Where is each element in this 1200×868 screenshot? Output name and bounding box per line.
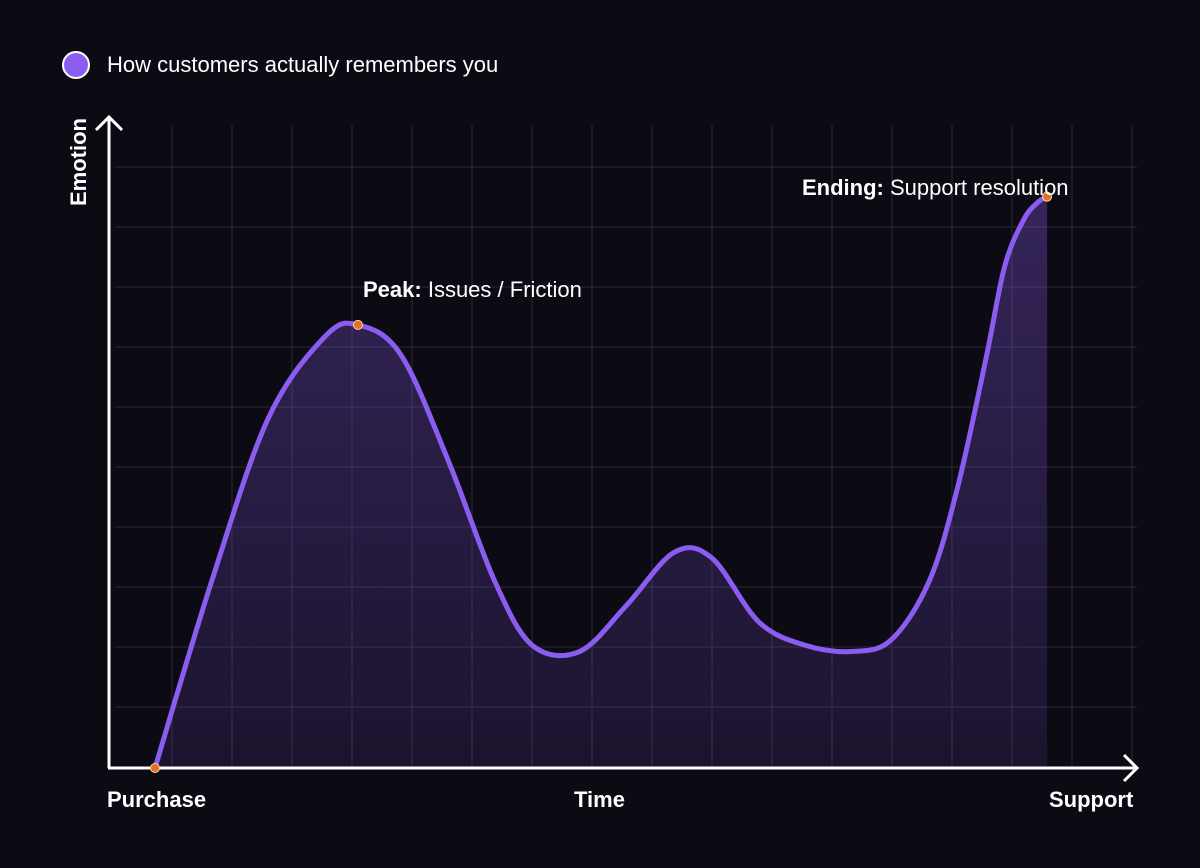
- point-start: [150, 763, 160, 773]
- y-axis-arrow-icon: [94, 114, 124, 132]
- x-tick-label-support: Support: [1049, 787, 1134, 812]
- point-peak: [352, 319, 363, 330]
- annotation-ending: Ending: Support resolution: [802, 175, 1069, 201]
- series-line: [152, 194, 1050, 771]
- annotation-ending-text: Support resolution: [883, 175, 1069, 200]
- series-area: [155, 196, 1048, 768]
- legend: How customers actually remembers you: [62, 51, 498, 79]
- annotation-peak: Peak: Issues / Friction: [363, 277, 582, 303]
- legend-label: How customers actually remembers you: [107, 52, 499, 77]
- annotation-peak-title: Peak:: [363, 277, 422, 302]
- annotation-ending-title: Ending:: [802, 175, 884, 200]
- x-axis-arrow-icon: [1122, 753, 1140, 783]
- annotation-peak-text: Issues / Friction: [421, 277, 582, 302]
- legend-swatch-icon: [62, 51, 90, 79]
- x-tick-label-purchase: Purchase: [107, 787, 207, 812]
- x-axis-label: Time: [574, 787, 625, 812]
- point-ending: [1042, 191, 1053, 202]
- y-axis-label: Emotion: [66, 118, 91, 206]
